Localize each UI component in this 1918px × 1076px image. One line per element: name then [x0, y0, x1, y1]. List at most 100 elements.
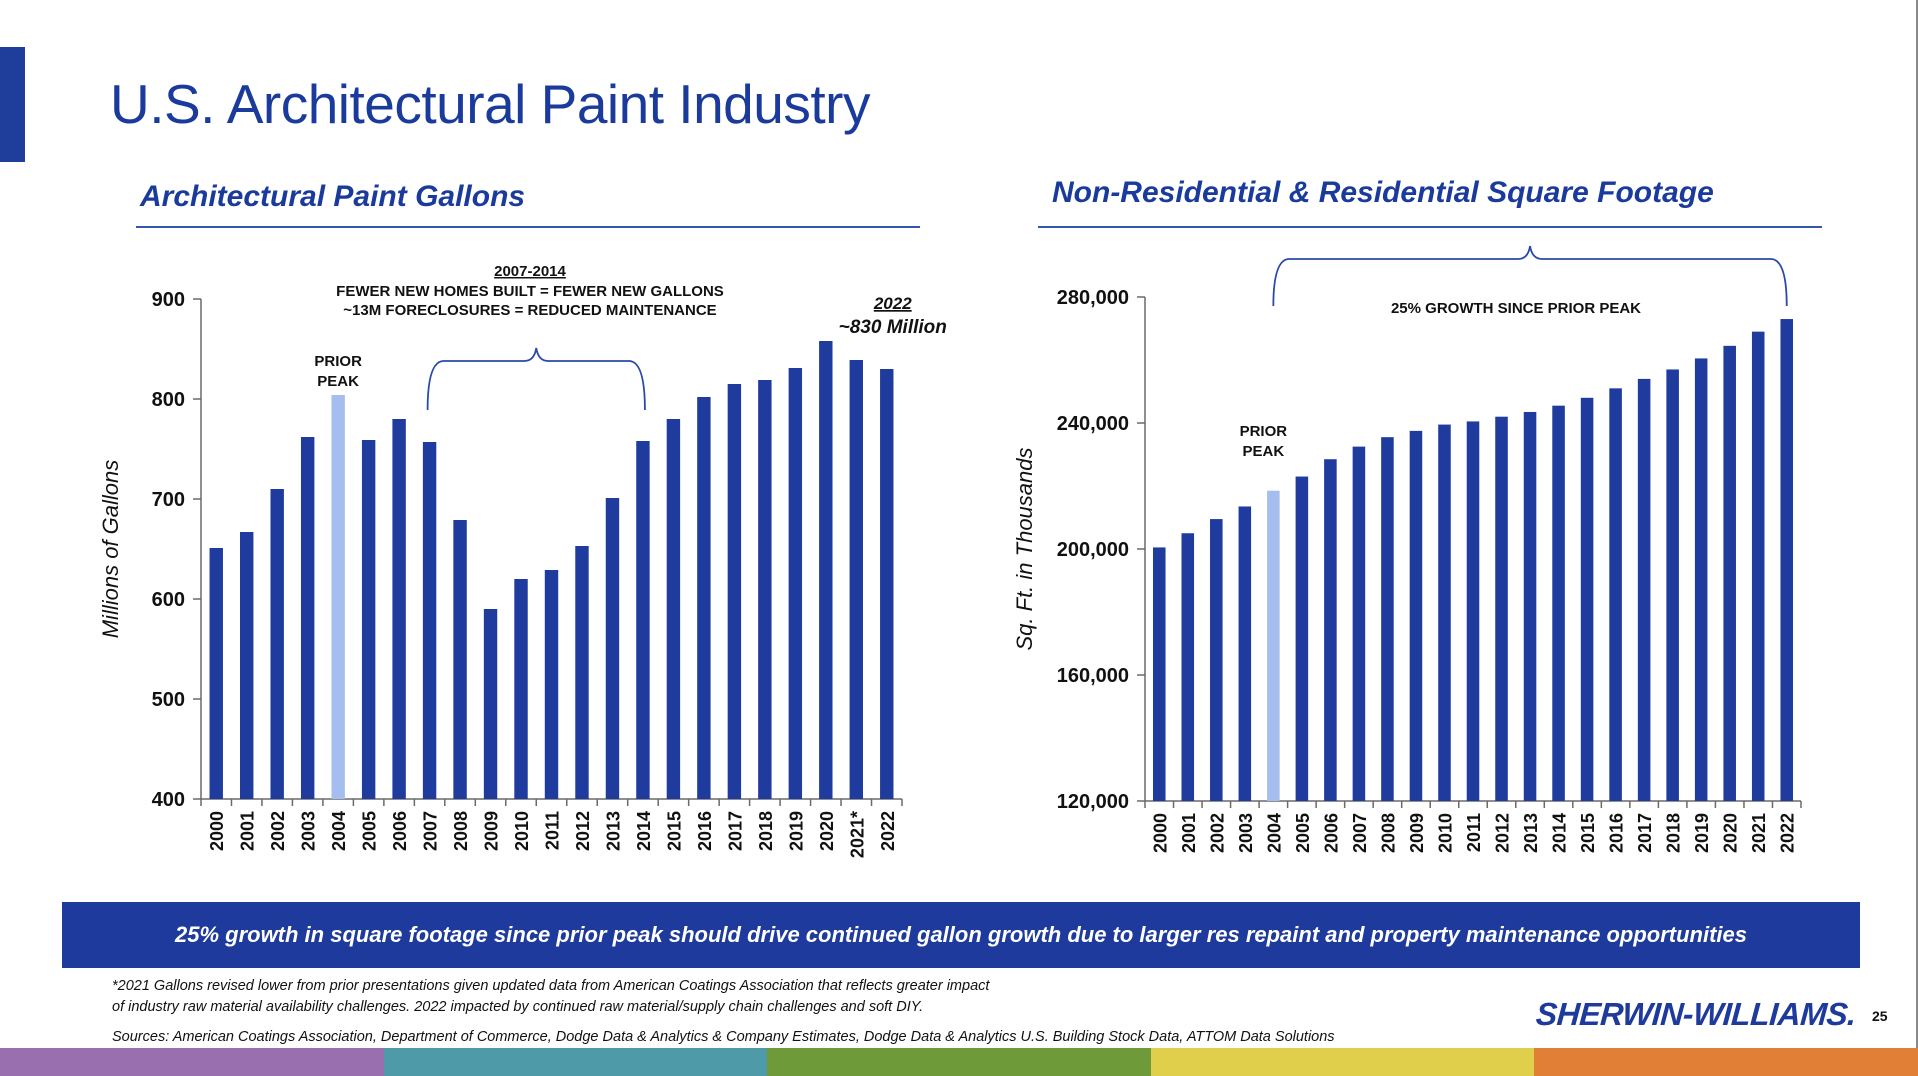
- sqft-x-tick-label: 2006: [1321, 813, 1341, 853]
- sqft-bar: [1580, 397, 1594, 801]
- gallons-x-tick-label: 2017: [725, 811, 745, 851]
- gallons-bar: [483, 609, 498, 799]
- sqft-y-tick-label: 240,000: [1057, 413, 1129, 435]
- gallons-x-tick-label: 2014: [634, 811, 654, 851]
- slide-title: U.S. Architectural Paint Industry: [110, 73, 870, 135]
- sqft-x-tick-label: 2010: [1435, 813, 1455, 853]
- gallons-x-tick-label: 2005: [360, 811, 380, 851]
- sqft-bar: [1609, 388, 1622, 801]
- sqft-bar: [1152, 547, 1166, 801]
- sqft-bar: [1751, 331, 1765, 801]
- paint-gallons-chart: 400 500 600 700 800 900 Millions of Gallons 200…: [98, 263, 947, 858]
- gallons-bar: [361, 440, 376, 799]
- sqft-x-tick-label: 2015: [1578, 813, 1598, 853]
- gallons-x-tick-label: 2000: [207, 811, 227, 851]
- gallons-bar: [819, 341, 833, 799]
- sqft-bar: [1523, 411, 1537, 801]
- sqft-x-tick-label: 2020: [1721, 813, 1741, 853]
- stripe-2: [383, 1048, 768, 1076]
- gallons-y-axis-title: Millions of Gallons: [98, 460, 123, 639]
- sqft-x-tick-label: 2013: [1521, 813, 1541, 853]
- sqft-bar: [1694, 358, 1708, 801]
- page-number: 25: [1872, 1008, 1888, 1024]
- gallons-bar: [300, 437, 315, 799]
- sqft-x-tick-label: 2002: [1207, 813, 1227, 853]
- gallons-bar: [605, 498, 620, 799]
- sqft-bar: [1210, 519, 1223, 801]
- sqft-x-tick-label: 2017: [1635, 813, 1655, 853]
- sqft-x-tick-label: 2005: [1293, 813, 1313, 853]
- gallons-bar: [331, 395, 345, 799]
- sqft-prior-peak-label: PRIOR: [1240, 423, 1288, 440]
- chart1-title-rule: [136, 226, 920, 228]
- gallons-bar: [666, 419, 681, 799]
- gallons-y-tick-label: 900: [152, 289, 185, 311]
- gallons-y-tick-label: 500: [152, 689, 185, 711]
- sqft-bar: [1466, 421, 1480, 801]
- sqft-bar: [1324, 459, 1337, 801]
- gallons-bar: [514, 579, 528, 799]
- gallons-bar: [788, 368, 803, 799]
- gallons-bar: [209, 548, 223, 799]
- gallons-x-tick-label: 2007: [421, 811, 441, 851]
- gallons-x-tick-label: 2016: [695, 811, 715, 851]
- gallons-period-note: FEWER NEW HOMES BUILT = FEWER NEW GALLON…: [336, 283, 724, 300]
- sqft-x-tick-label: 2009: [1407, 813, 1427, 853]
- sqft-y-tick-label: 200,000: [1057, 539, 1129, 561]
- stripe-3: [767, 1048, 1151, 1076]
- sqft-growth-label: 25% GROWTH SINCE PRIOR PEAK: [1391, 300, 1641, 317]
- sqft-y-axis-title: Sq. Ft. in Thousands: [1012, 448, 1037, 651]
- gallons-period-brace: [426, 347, 646, 411]
- sqft-bar: [1238, 506, 1252, 801]
- gallons-bar: [392, 419, 406, 799]
- gallons-bar: [758, 380, 772, 799]
- sqft-bar: [1409, 430, 1423, 801]
- summary-banner: 25% growth in square footage since prior…: [62, 902, 1860, 968]
- chart2-title-rule: [1038, 226, 1822, 228]
- gallons-prior-peak-label: PRIOR: [314, 353, 362, 370]
- gallons-y-tick-label: 400: [152, 789, 185, 811]
- gallons-x-tick-label: 2009: [482, 811, 502, 851]
- sqft-x-tick-label: 2012: [1493, 813, 1513, 853]
- sqft-bar: [1352, 446, 1366, 801]
- sqft-bar: [1552, 405, 1565, 801]
- gallons-x-tick-label: 2022: [878, 811, 898, 851]
- sqft-y-tick-label: 160,000: [1057, 665, 1129, 687]
- footnote-line-2: of industry raw material availability ch…: [112, 999, 924, 1015]
- sqft-y-tick-label: 120,000: [1057, 791, 1129, 813]
- sqft-bar: [1267, 490, 1280, 801]
- gallons-bar: [880, 369, 894, 799]
- gallons-bar: [544, 570, 559, 799]
- gallons-x-tick-label: 2012: [573, 811, 593, 851]
- gallons-x-tick-label: 2001: [238, 811, 258, 851]
- gallons-x-tick-label: 2008: [451, 811, 471, 851]
- gallons-x-tick-label: 2020: [817, 811, 837, 851]
- sqft-bar: [1438, 424, 1451, 801]
- chart1-title: Architectural Paint Gallons: [140, 180, 526, 213]
- color-stripe-footer: [0, 1048, 1918, 1076]
- sqft-bar: [1181, 533, 1195, 801]
- gallons-x-tick-label: 2011: [543, 811, 563, 850]
- sqft-x-tick-label: 2001: [1179, 813, 1199, 853]
- gallons-bar: [240, 532, 254, 799]
- gallons-y-tick-label: 800: [152, 389, 185, 411]
- sqft-bar: [1666, 369, 1679, 801]
- sqft-bar: [1723, 345, 1736, 801]
- sqft-bar: [1381, 437, 1394, 801]
- gallons-x-tick-label: 2013: [603, 811, 623, 851]
- sqft-x-tick-label: 2000: [1150, 813, 1170, 853]
- gallons-x-tick-label: 2004: [329, 811, 349, 851]
- sqft-bar: [1295, 476, 1309, 801]
- stripe-4: [1150, 1048, 1535, 1076]
- gallons-bar: [270, 489, 284, 799]
- stripe-1: [0, 1048, 384, 1076]
- gallons-x-tick-label: 2006: [390, 811, 410, 851]
- sqft-bar: [1495, 416, 1508, 801]
- accent-bar: [0, 47, 25, 162]
- sqft-x-tick-label: 2018: [1664, 813, 1684, 853]
- gallons-bar: [727, 384, 742, 799]
- gallons-x-tick-label: 2015: [664, 811, 684, 851]
- sqft-x-tick-label: 2014: [1550, 813, 1570, 853]
- gallons-bar: [422, 442, 437, 799]
- sherwin-williams-logo: SHERWIN-WILLIAMS.: [1534, 996, 1858, 1032]
